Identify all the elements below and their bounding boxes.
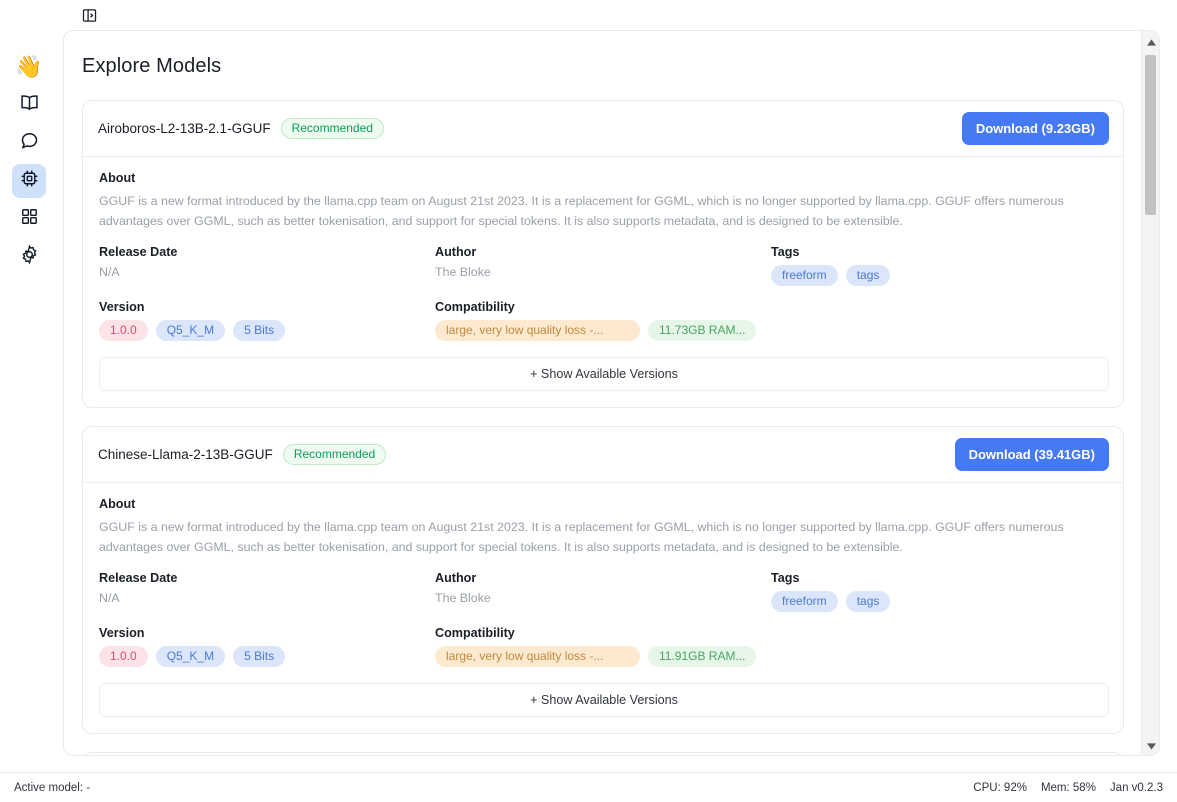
quant-chip: Q5_K_M [155,320,226,341]
tags-chips: freeform tags [771,591,1107,612]
sidebar-item-library[interactable] [12,88,46,122]
meta-spacer [771,626,1107,667]
compatibility-chips: large, very low quality loss -... 11.91G… [435,646,771,667]
status-badge: Recommended [280,118,384,139]
release-date-value: N/A [99,591,120,605]
wave-emoji-icon: 👋 [15,54,43,79]
meta-spacer [771,300,1107,341]
active-model-status: Active model: - [14,781,91,794]
scrollbar-thumb[interactable] [1145,55,1156,215]
memory-usage-status: Mem: 58% [1040,781,1096,794]
tags-chips: freeform tags [771,265,1107,286]
compatibility-label: Compatibility [435,626,515,640]
quant-chip: Q5_K_M [155,646,226,667]
release-date-label: Release Date [99,245,178,259]
version-chips: 1.0.0 Q5_K_M 5 Bits [99,320,435,341]
grid-apps-icon [20,207,39,231]
model-card-header: Chinese-Llama-2-13B-GGUF Recommended Dow… [83,427,1123,483]
release-date-field: Release Date N/A [99,571,435,612]
model-card-body: About GGUF is a new format introduced by… [83,483,1123,733]
compatibility-chips: large, very low quality loss -... 11.73G… [435,320,771,341]
download-button[interactable]: Download (39.41GB) [954,438,1109,471]
version-label: Version [99,300,145,314]
window-toolbar [58,0,1177,30]
quality-chip: large, very low quality loss -... [435,646,640,667]
sidebar-item-apps[interactable] [12,202,46,236]
version-chip: 1.0.0 [99,646,148,667]
tag-chip[interactable]: freeform [771,265,838,286]
sidebar-item-settings[interactable] [12,240,46,274]
model-name: Airoboros-L2-13B-2.1-GGUF [98,121,271,136]
model-card: Chinese-Llama-2-13B-GGUF Recommended Dow… [82,426,1124,734]
author-label: Author [435,245,477,259]
tags-field: Tags freeform tags [771,571,1107,612]
about-text: GGUF is a new format introduced by the l… [99,520,1064,554]
bits-chip: 5 Bits [233,320,286,341]
tags-label: Tags [771,571,800,585]
quality-chip: large, very low quality loss -... [435,320,640,341]
gear-icon [19,244,40,270]
sidebar-item-chat[interactable] [12,126,46,160]
model-card-body: About GGUF is a new format introduced by… [83,157,1123,407]
about-label: About [99,497,136,511]
author-field: Author The Bloke [435,571,771,612]
ram-chip: 11.91GB RAM... [648,646,757,667]
version-field: Version 1.0.0 Q5_K_M 5 Bits [99,626,435,667]
book-icon [19,92,40,118]
tag-chip[interactable]: freeform [771,591,838,612]
show-available-versions-button[interactable]: + Show Available Versions [99,357,1109,391]
compatibility-label: Compatibility [435,300,515,314]
download-button[interactable]: Download (9.23GB) [961,112,1109,145]
version-chip: 1.0.0 [99,320,148,341]
cpu-usage-status: CPU: 92% [973,781,1027,794]
status-badge: Recommended [282,444,387,465]
model-meta-grid: Release Date N/A Author The Bloke Tags f… [99,571,1107,667]
author-value: The Bloke [435,265,491,279]
scroll-down-arrow-icon[interactable] [1142,737,1159,755]
sidebar-item-home[interactable]: 👋 [12,50,46,84]
ram-chip: 11.73GB RAM... [648,320,757,341]
tags-field: Tags freeform tags [771,245,1107,286]
about-label: About [99,171,136,185]
vertical-scrollbar[interactable] [1141,31,1159,755]
page-title: Explore Models [82,55,222,77]
version-field: Version 1.0.0 Q5_K_M 5 Bits [99,300,435,341]
panel-toggle-icon[interactable] [80,6,98,24]
left-sidebar: 👋 [0,0,58,772]
release-date-label: Release Date [99,571,178,585]
status-bar: Active model: - CPU: 92% Mem: 58% Jan v0… [0,772,1177,802]
author-field: Author The Bloke [435,245,771,286]
model-card: Airoboros-L2-13B-2.1-GGUF Recommended Do… [82,100,1124,408]
release-date-value: N/A [99,265,120,279]
compatibility-field: Compatibility large, very low quality lo… [435,626,771,667]
tags-label: Tags [771,245,800,259]
release-date-field: Release Date N/A [99,245,435,286]
compatibility-field: Compatibility large, very low quality lo… [435,300,771,341]
model-card-header: Airoboros-L2-13B-2.1-GGUF Recommended Do… [83,101,1123,157]
about-text: GGUF is a new format introduced by the l… [99,194,1064,228]
model-meta-grid: Release Date N/A Author The Bloke Tags f… [99,245,1107,341]
model-name: Chinese-Llama-2-13B-GGUF [98,447,273,462]
sidebar-item-models[interactable] [12,164,46,198]
scroll-up-arrow-icon[interactable] [1142,33,1159,51]
bits-chip: 5 Bits [233,646,286,667]
tag-chip[interactable]: tags [845,265,891,286]
chat-bubble-icon [19,130,40,156]
version-label: Version [99,626,145,640]
version-chips: 1.0.0 Q5_K_M 5 Bits [99,646,435,667]
app-version-status: Jan v0.2.3 [1109,781,1163,794]
author-label: Author [435,571,477,585]
status-bar-right: CPU: 92% Mem: 58% Jan v0.2.3 [973,782,1163,794]
show-available-versions-button[interactable]: + Show Available Versions [99,683,1109,717]
main-panel: Explore Models Airoboros-L2-13B-2.1-GGUF… [63,30,1160,756]
models-scroll-area: Explore Models Airoboros-L2-13B-2.1-GGUF… [64,31,1140,755]
model-card [82,752,1124,755]
tag-chip[interactable]: tags [845,591,891,612]
cpu-chip-icon [19,168,40,194]
author-value: The Bloke [435,591,491,605]
